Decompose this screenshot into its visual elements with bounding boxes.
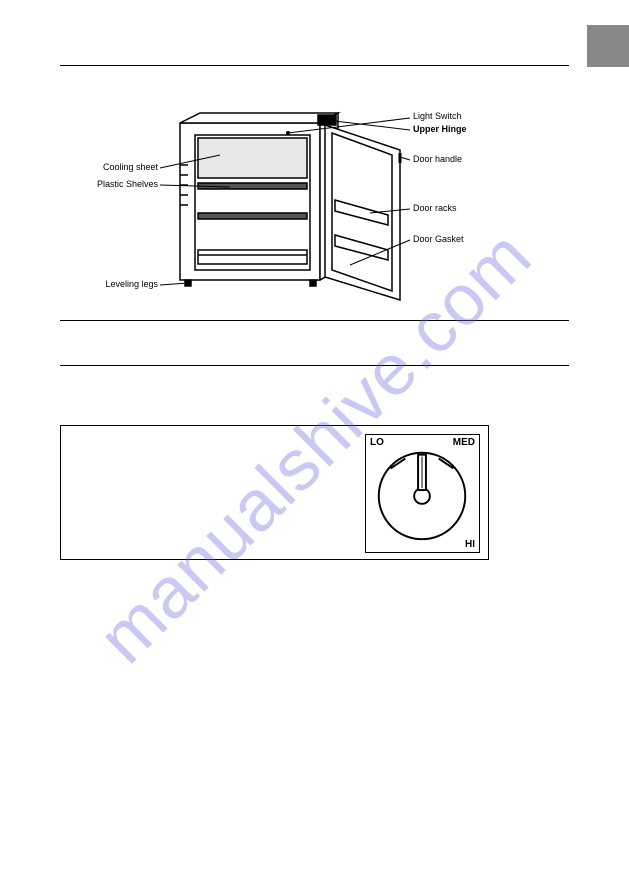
- temperature-dial[interactable]: LO MED HI: [365, 434, 480, 553]
- label-light-switch: Light Switch: [413, 111, 462, 121]
- divider-2: [60, 320, 569, 321]
- label-door-racks: Door racks: [413, 203, 457, 213]
- label-upper-hinge: Upper Hinge: [413, 124, 467, 134]
- control-panel: LO MED HI: [60, 425, 489, 560]
- label-door-handle: Door handle: [413, 154, 462, 164]
- divider-1: [60, 65, 569, 66]
- label-door-gasket: Door Gasket: [413, 234, 464, 244]
- label-plastic-shelves: Plastic Shelves: [70, 179, 158, 189]
- label-leveling-legs: Leveling legs: [70, 279, 158, 289]
- page-tab: [587, 25, 629, 67]
- label-cooling-sheet: Cooling sheet: [70, 162, 158, 172]
- parts-diagram: Light Switch Upper Hinge Door handle Doo…: [70, 105, 500, 315]
- divider-3: [60, 365, 569, 366]
